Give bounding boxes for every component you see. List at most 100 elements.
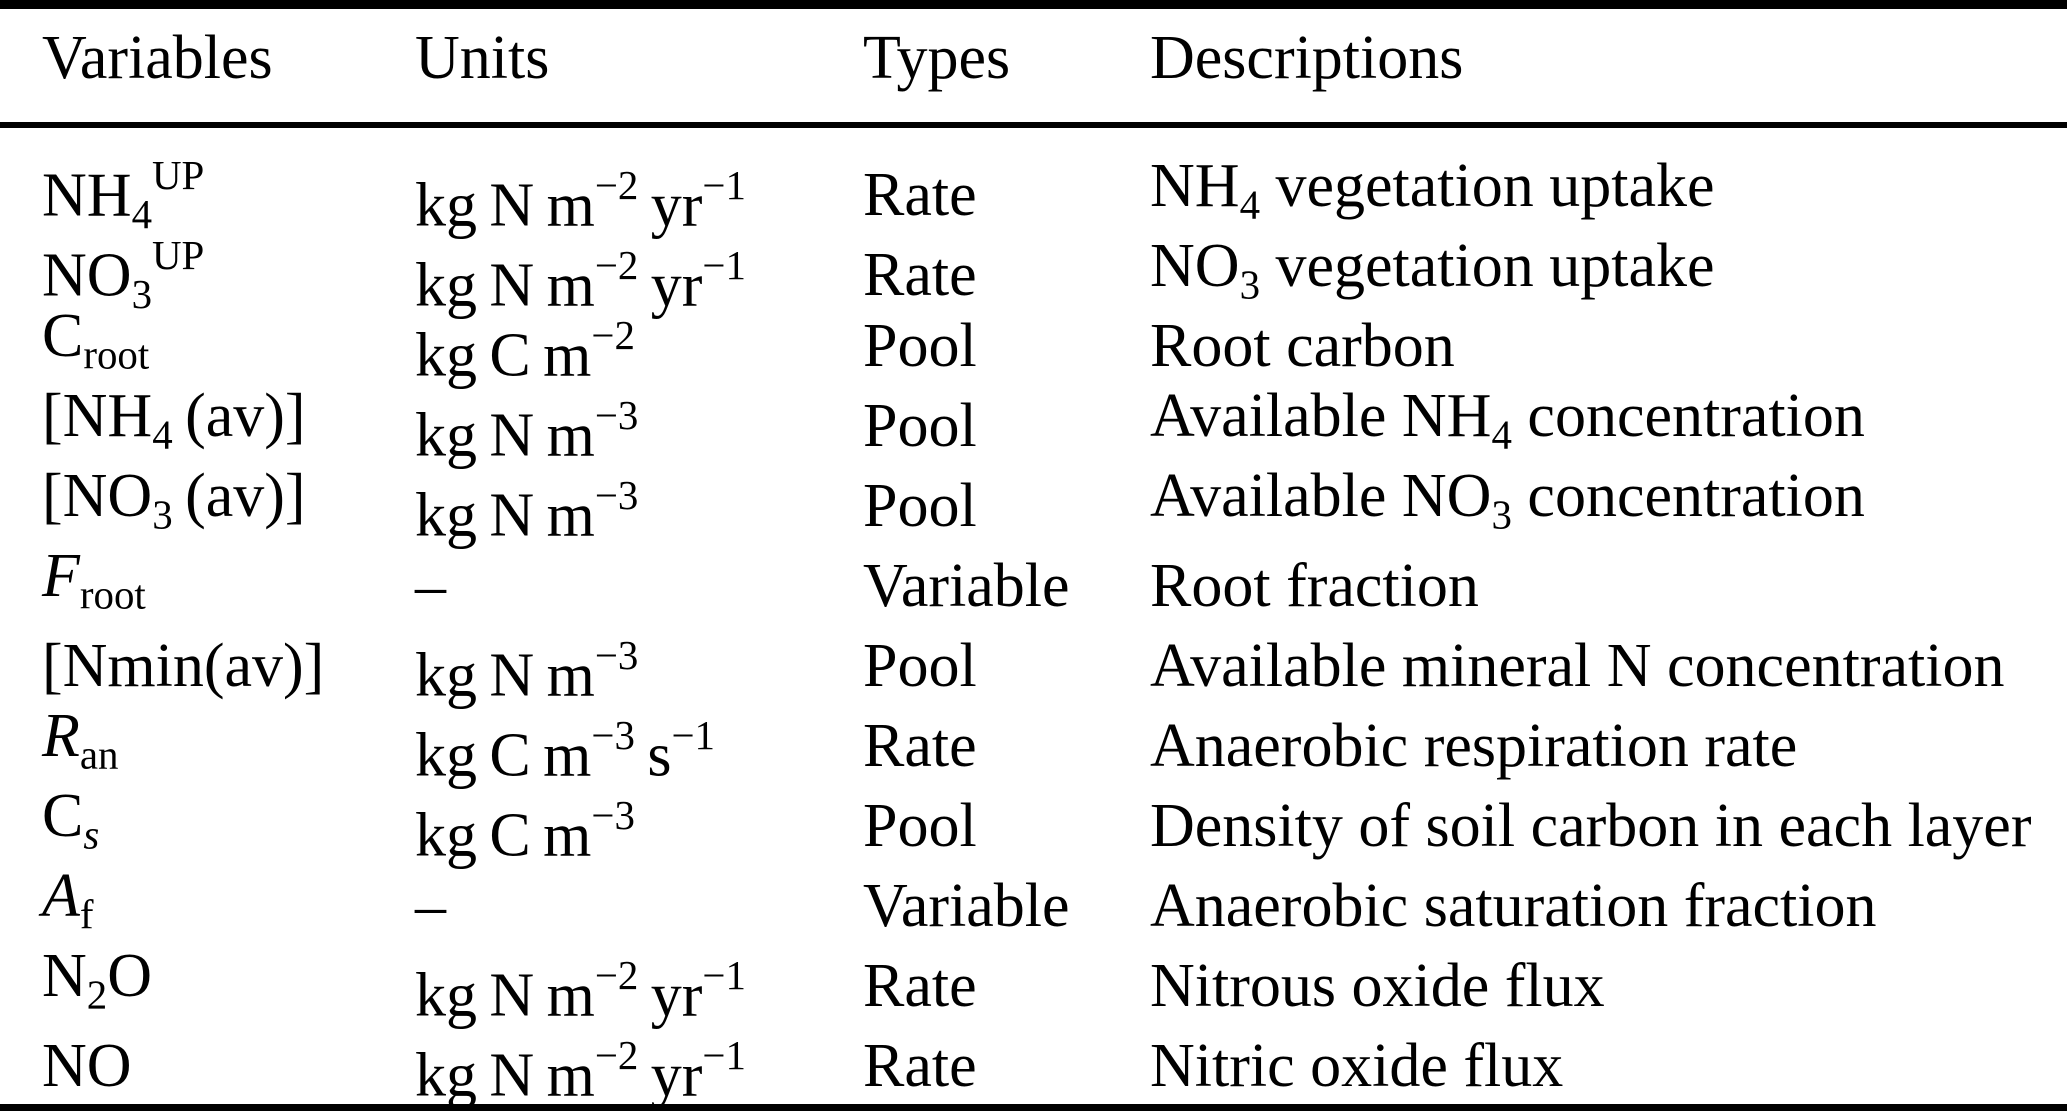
text-segment: concentration — [1511, 382, 1865, 451]
text-segment: Anaerobic respiration rate — [1150, 711, 1798, 780]
column-header-units: Units — [415, 24, 550, 92]
text-segment: concentration — [1511, 462, 1865, 531]
text-segment: – — [415, 871, 446, 940]
text-segment: kg N m — [415, 171, 595, 240]
text-segment: −3 — [591, 793, 635, 838]
table-row: [NO3 (av)] kg N m−3 Pool Available NO3 conc… — [0, 456, 2067, 549]
cell-units: kg C m−3 — [415, 776, 863, 876]
text-segment: [NO — [42, 462, 153, 531]
text-segment: −3 — [591, 713, 635, 758]
text-segment: −2 — [594, 162, 639, 208]
cell-type: Pool — [863, 311, 977, 380]
text-segment: (av)] — [172, 382, 306, 451]
table-row: NH4UP kg N m−2 yr−1 Rate NH4 vegetation upt… — [0, 136, 2067, 239]
cell-type: Rate — [863, 241, 977, 310]
table-row: [Nmin(av)] kg N m−3 Pool Available mineral … — [0, 616, 2067, 710]
text-segment: −3 — [594, 393, 639, 438]
text-segment: 4 — [152, 412, 173, 458]
cell-type: Rate — [863, 1031, 977, 1100]
text-segment: NH — [42, 161, 132, 230]
cell-variable: [NO3 (av)] — [42, 456, 415, 555]
text-segment: yr — [638, 961, 703, 1030]
cell-type: Pool — [863, 391, 977, 460]
bottom-rule — [0, 1104, 2067, 1111]
cell-units: kg C m−3 s−1 — [415, 696, 863, 796]
cell-description: Density of soil carbon in each layer — [1150, 786, 2067, 866]
cell-variable: N2O — [42, 936, 415, 1035]
text-segment: 3 — [131, 271, 153, 317]
text-segment: yr — [638, 251, 703, 320]
text-segment: −1 — [671, 713, 716, 758]
cell-variable: Cs — [42, 776, 415, 875]
text-segment: 3 — [1239, 262, 1261, 308]
text-segment: UP — [152, 153, 205, 198]
text-segment: Root carbon — [1150, 311, 1455, 380]
text-segment: NH — [1150, 151, 1240, 220]
text-segment: −1 — [702, 1033, 746, 1078]
table-row: NO3UP kg N m−2 yr−1 Rate NO3 vegetation upt… — [0, 216, 2067, 319]
text-segment: an — [79, 732, 119, 778]
cell-description: NH4 vegetation uptake — [1150, 146, 2067, 245]
cell-description: Available mineral N concentration — [1150, 626, 2067, 706]
text-segment: −3 — [594, 473, 639, 518]
table-row: NO kg N m−2 yr−1 Rate Nitric oxide flux — [0, 1016, 2067, 1110]
text-segment: −2 — [594, 1033, 639, 1078]
text-segment: UP — [152, 233, 205, 278]
cell-description: Available NO3 concentration — [1150, 456, 2067, 555]
text-segment: NO — [42, 241, 132, 310]
text-segment: O — [107, 942, 153, 1011]
table-row: N2O kg N m−2 yr−1 Rate Nitrous oxide flux — [0, 936, 2067, 1029]
cell-description: Available NH4 concentration — [1150, 376, 2067, 475]
text-segment: s — [634, 721, 672, 790]
cell-description: Nitric oxide flux — [1150, 1026, 2067, 1106]
text-segment: −1 — [702, 242, 746, 288]
text-segment: 3 — [1491, 492, 1512, 538]
text-segment: f — [79, 892, 94, 938]
cell-variable: [NH4 (av)] — [42, 376, 415, 475]
text-segment: kg N m — [415, 961, 595, 1030]
table-row: Af – Variable Anaerobic saturation fraction — [0, 856, 2067, 940]
cell-units: – — [415, 866, 863, 946]
cell-variable: NO3UP — [42, 216, 415, 335]
text-segment: Available NO — [1150, 462, 1492, 531]
cell-units: kg N m−3 — [415, 616, 863, 716]
cell-type: Variable — [863, 871, 1070, 940]
text-segment: [NH — [42, 382, 153, 451]
cell-units: kg N m−2 yr−1 — [415, 1016, 863, 1116]
cell-variable: [Nmin(av)] — [42, 626, 415, 706]
cell-units: kg N m−2 yr−1 — [415, 226, 863, 326]
column-header-types: Types — [863, 24, 1011, 92]
text-segment: kg N m — [415, 1041, 595, 1110]
text-segment: 2 — [86, 972, 108, 1018]
cell-description: NO3 vegetation uptake — [1150, 226, 2067, 325]
text-segment: 3 — [152, 492, 173, 538]
table-row: Ran kg C m−3 s−1 Rate Anaerobic respiration… — [0, 696, 2067, 789]
cell-variable: Froot — [42, 536, 415, 635]
text-segment: yr — [638, 1041, 703, 1110]
text-segment: vegetation uptake — [1260, 151, 1715, 220]
text-segment: −3 — [594, 633, 639, 678]
text-segment: (av)] — [172, 462, 306, 531]
cell-units: kg N m−3 — [415, 376, 863, 476]
text-segment: NO — [1150, 231, 1240, 300]
text-segment: 4 — [131, 191, 153, 237]
cell-variable: Ran — [42, 696, 415, 795]
cell-variable: NH4UP — [42, 136, 415, 255]
cell-type: Pool — [863, 791, 977, 860]
text-segment: Density of soil carbon in each layer — [1150, 791, 2032, 860]
top-rule — [0, 0, 2067, 9]
table-header-row: Variables Units Types Descriptions — [0, 9, 2067, 122]
text-segment: kg C m — [415, 721, 592, 790]
cell-description: Anaerobic respiration rate — [1150, 706, 2067, 786]
text-segment: kg N m — [415, 481, 595, 550]
text-segment: NO — [42, 1031, 132, 1100]
text-segment: A — [42, 862, 80, 930]
text-segment: Available NH — [1150, 382, 1492, 451]
text-segment: −1 — [702, 953, 746, 998]
cell-type: Rate — [863, 951, 977, 1020]
text-segment: R — [42, 702, 80, 771]
cell-type: Pool — [863, 631, 977, 700]
text-segment: kg N m — [415, 251, 595, 320]
column-header-variables: Variables — [42, 24, 273, 92]
cell-type: Pool — [863, 471, 977, 540]
